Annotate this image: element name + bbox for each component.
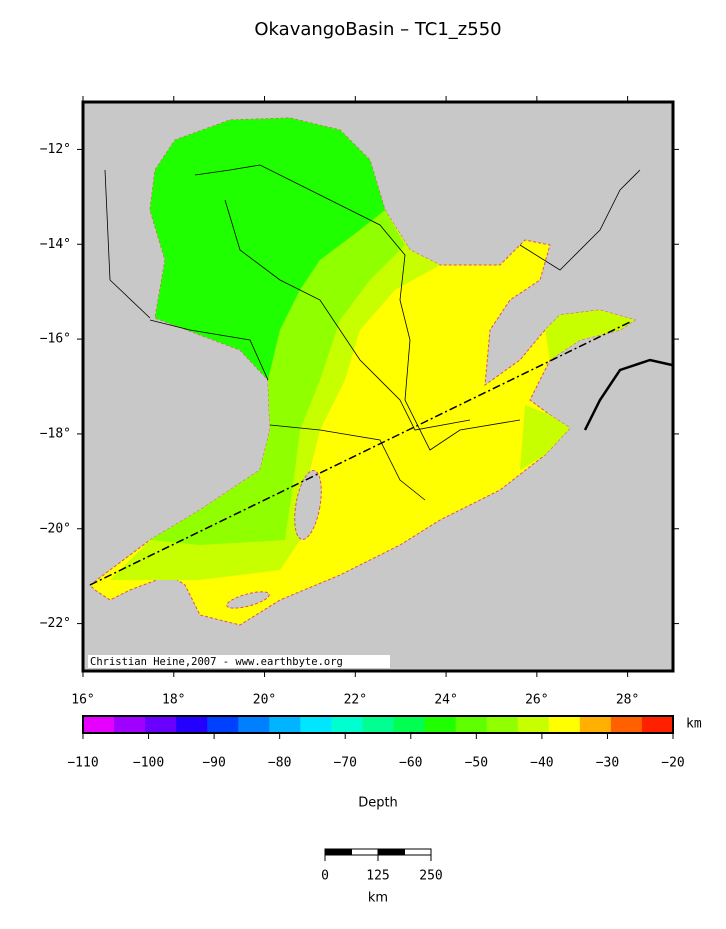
colorbar-label: Depth (358, 796, 398, 811)
colorbar-bin (176, 716, 208, 733)
x-tick-label: 22° (344, 693, 367, 708)
colorbar-bin (300, 716, 332, 733)
colorbar-tick-label: −20 (661, 756, 684, 771)
rivers-borders (104, 164, 641, 501)
colorbar-bin (517, 716, 550, 733)
colorbar-bin (145, 716, 177, 733)
colorbar-bin (393, 716, 426, 733)
colorbar-bin (362, 716, 395, 733)
colorbar-bin (238, 716, 270, 733)
x-tick-label: 18° (162, 693, 185, 708)
band-east (545, 310, 635, 360)
border-line (519, 169, 641, 271)
x-tick-label: 28° (616, 693, 639, 708)
hole (226, 591, 270, 609)
colorbar-bin (641, 716, 674, 733)
band-southeast (520, 405, 570, 470)
colorbar-tick-label: −70 (333, 756, 356, 771)
colorbar-bin (83, 716, 115, 733)
y-tick-label: −22° (40, 616, 71, 631)
border-line (194, 164, 521, 451)
colorbar-bin (424, 716, 457, 733)
colorbar-frame (82, 715, 674, 734)
colorbar-bin (269, 716, 301, 733)
colorbar-bin (548, 716, 581, 733)
title: OkavangoBasin – TC1_z550 (254, 19, 501, 40)
x-tick-label: 20° (253, 693, 276, 708)
profile-line (89, 321, 631, 586)
x-tick-label: 16° (71, 693, 94, 708)
coastline (583, 358, 673, 431)
hole (294, 469, 322, 541)
colorbar-tick-label: −60 (399, 756, 422, 771)
river (224, 199, 471, 431)
scale-unit: km (368, 891, 388, 906)
credit-box (88, 655, 390, 668)
colorbar-bin (486, 716, 519, 733)
colorbar-bin (114, 716, 146, 733)
credit: Christian Heine,2007 - www.earthbyte.org (90, 656, 343, 668)
x-tick-label: 24° (434, 693, 457, 708)
band-45 (150, 210, 405, 545)
scale-segment (351, 848, 379, 856)
colorbar-tick-label: −40 (530, 756, 553, 771)
scale-segment (404, 848, 432, 856)
map-frame (81, 100, 675, 673)
colorbar-tick-label: −110 (67, 756, 98, 771)
colorbar-tick-label: −80 (268, 756, 291, 771)
scale-tick-label: 125 (366, 869, 389, 884)
colorbar-tick-label: −50 (465, 756, 488, 771)
colorbar-bin (579, 716, 612, 733)
river (269, 424, 426, 501)
border-line (149, 319, 269, 381)
y-tick-label: −12° (40, 142, 71, 157)
colorbar-bin (207, 716, 239, 733)
colorbar-bin (455, 716, 488, 733)
colorbar-tick-label: −90 (202, 756, 225, 771)
colorbar-tick-label: −100 (133, 756, 164, 771)
y-tick-label: −20° (40, 521, 71, 536)
basin (89, 117, 637, 626)
colorbar-bin (331, 716, 363, 733)
y-tick-label: −18° (40, 426, 71, 441)
colorbar-bin (610, 716, 643, 733)
scale-tick-label: 250 (419, 869, 442, 884)
y-tick-label: −14° (40, 237, 71, 252)
x-tick-label: 26° (525, 693, 548, 708)
scale-segment (324, 848, 352, 856)
y-tick-label: −16° (40, 332, 71, 347)
colorbar-unit: km (686, 717, 702, 732)
band-55 (150, 118, 385, 380)
colorbar-tick-label: −30 (596, 756, 619, 771)
scale-tick-label: 0 (321, 869, 329, 884)
border-line (104, 169, 151, 319)
scale-segment (377, 848, 405, 856)
